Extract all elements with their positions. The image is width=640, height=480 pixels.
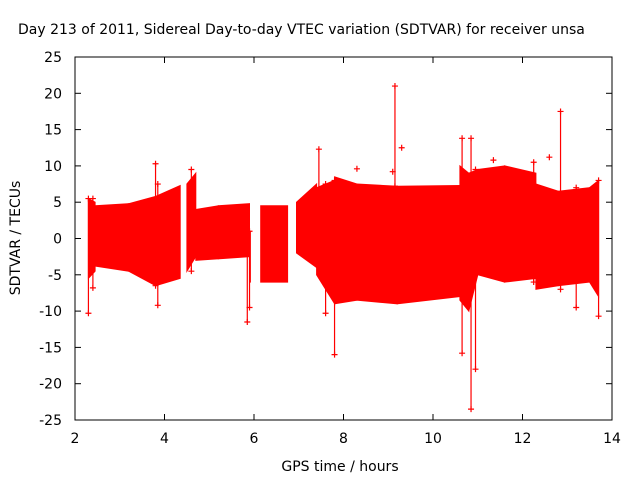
y-tick-label: 20	[44, 86, 62, 102]
spike-marker-1-1	[89, 195, 96, 202]
spike-marker-12-0	[468, 406, 475, 413]
spike-marker-6-0	[246, 304, 253, 311]
spike-marker-15-0	[557, 286, 564, 293]
spike-marker-17-0	[595, 313, 602, 320]
spike-marker-2-1	[152, 160, 159, 167]
series-segment-2	[128, 195, 157, 287]
series-segment-18	[535, 183, 559, 290]
spike-marker-8-0	[322, 310, 329, 317]
spike-marker-13-0	[472, 366, 479, 373]
y-axis-ticks: -25 -20 -15 -10 -5 0 5 10 15 20 25	[39, 50, 612, 429]
y-tick-label: 25	[44, 50, 62, 66]
series-segment-1	[94, 203, 130, 272]
spike-marker-16-1	[573, 184, 580, 191]
series-segment-16	[477, 165, 506, 283]
spike-marker-0-0	[85, 310, 92, 317]
spike-marker-10-0	[391, 183, 398, 190]
x-tick-label: 2	[71, 431, 80, 447]
outlier-marker-1	[389, 168, 396, 175]
series-segment-19	[557, 187, 591, 287]
y-tick-label: -20	[39, 377, 62, 393]
spike-marker-4-0	[188, 268, 195, 275]
series-segment-0	[87, 197, 96, 280]
chart-title: Day 213 of 2011, Sidereal Day-to-day VTE…	[18, 22, 585, 38]
outlier-marker-4	[539, 279, 546, 286]
spike-marker-5-0	[244, 318, 251, 325]
spike-marker-4-1	[188, 166, 195, 173]
y-tick-label: 5	[53, 195, 62, 211]
x-axis-ticks: 2 4 6 8 10 12 14	[71, 57, 621, 447]
x-tick-label: 14	[603, 431, 621, 447]
outlier-marker-3	[490, 157, 497, 164]
y-tick-label: -10	[39, 304, 62, 320]
spike-marker-9-1	[331, 177, 338, 184]
spike-marker-7-1	[315, 146, 322, 153]
y-tick-label: -15	[39, 340, 62, 356]
spike-marker-6-1	[246, 228, 253, 235]
outlier-marker-0	[353, 165, 360, 172]
x-tick-label: 12	[514, 431, 532, 447]
outlier-marker-2	[398, 144, 405, 151]
data-layer	[85, 83, 602, 413]
spike-marker-11-1	[459, 135, 466, 142]
series-segment-12	[356, 183, 398, 305]
y-tick-label: -25	[39, 413, 62, 429]
series-segment-8	[260, 205, 289, 283]
series-segment-20	[589, 179, 600, 299]
x-tick-label: 8	[339, 431, 348, 447]
spike-marker-15-1	[557, 108, 564, 115]
x-tick-label: 10	[424, 431, 442, 447]
series-segment-5	[195, 205, 219, 261]
spike-marker-9-0	[331, 351, 338, 358]
series-segment-17	[504, 165, 537, 283]
series-segment-3	[155, 184, 181, 287]
outlier-marker-5	[546, 154, 553, 161]
x-tick-label: 6	[250, 431, 259, 447]
spike-marker-17-1	[595, 177, 602, 184]
spike-marker-10-1	[391, 83, 398, 90]
y-tick-label: 0	[53, 232, 62, 248]
y-tick-label: 10	[44, 159, 62, 175]
x-tick-label: 4	[160, 431, 169, 447]
y-tick-label: -5	[48, 268, 62, 284]
spike-marker-3-1	[154, 181, 161, 188]
spike-marker-8-1	[322, 181, 329, 188]
spike-marker-14-1	[530, 159, 537, 166]
series-segment-11	[334, 176, 358, 305]
series-segment-14	[459, 164, 470, 313]
spike-marker-16-0	[573, 304, 580, 311]
spike-marker-3-0	[154, 302, 161, 309]
spike-marker-11-0	[459, 350, 466, 357]
spike-marker-13-1	[472, 166, 479, 173]
y-tick-label: 15	[44, 123, 62, 139]
x-axis-label: GPS time / hours	[281, 459, 398, 475]
spike-marker-14-0	[530, 279, 537, 286]
series-segment-13	[396, 184, 461, 305]
spike-marker-7-0	[315, 257, 322, 264]
spike-marker-12-1	[468, 135, 475, 142]
spike-marker-1-0	[89, 284, 96, 291]
y-axis-label: SDTVAR / TECUs	[8, 181, 24, 296]
